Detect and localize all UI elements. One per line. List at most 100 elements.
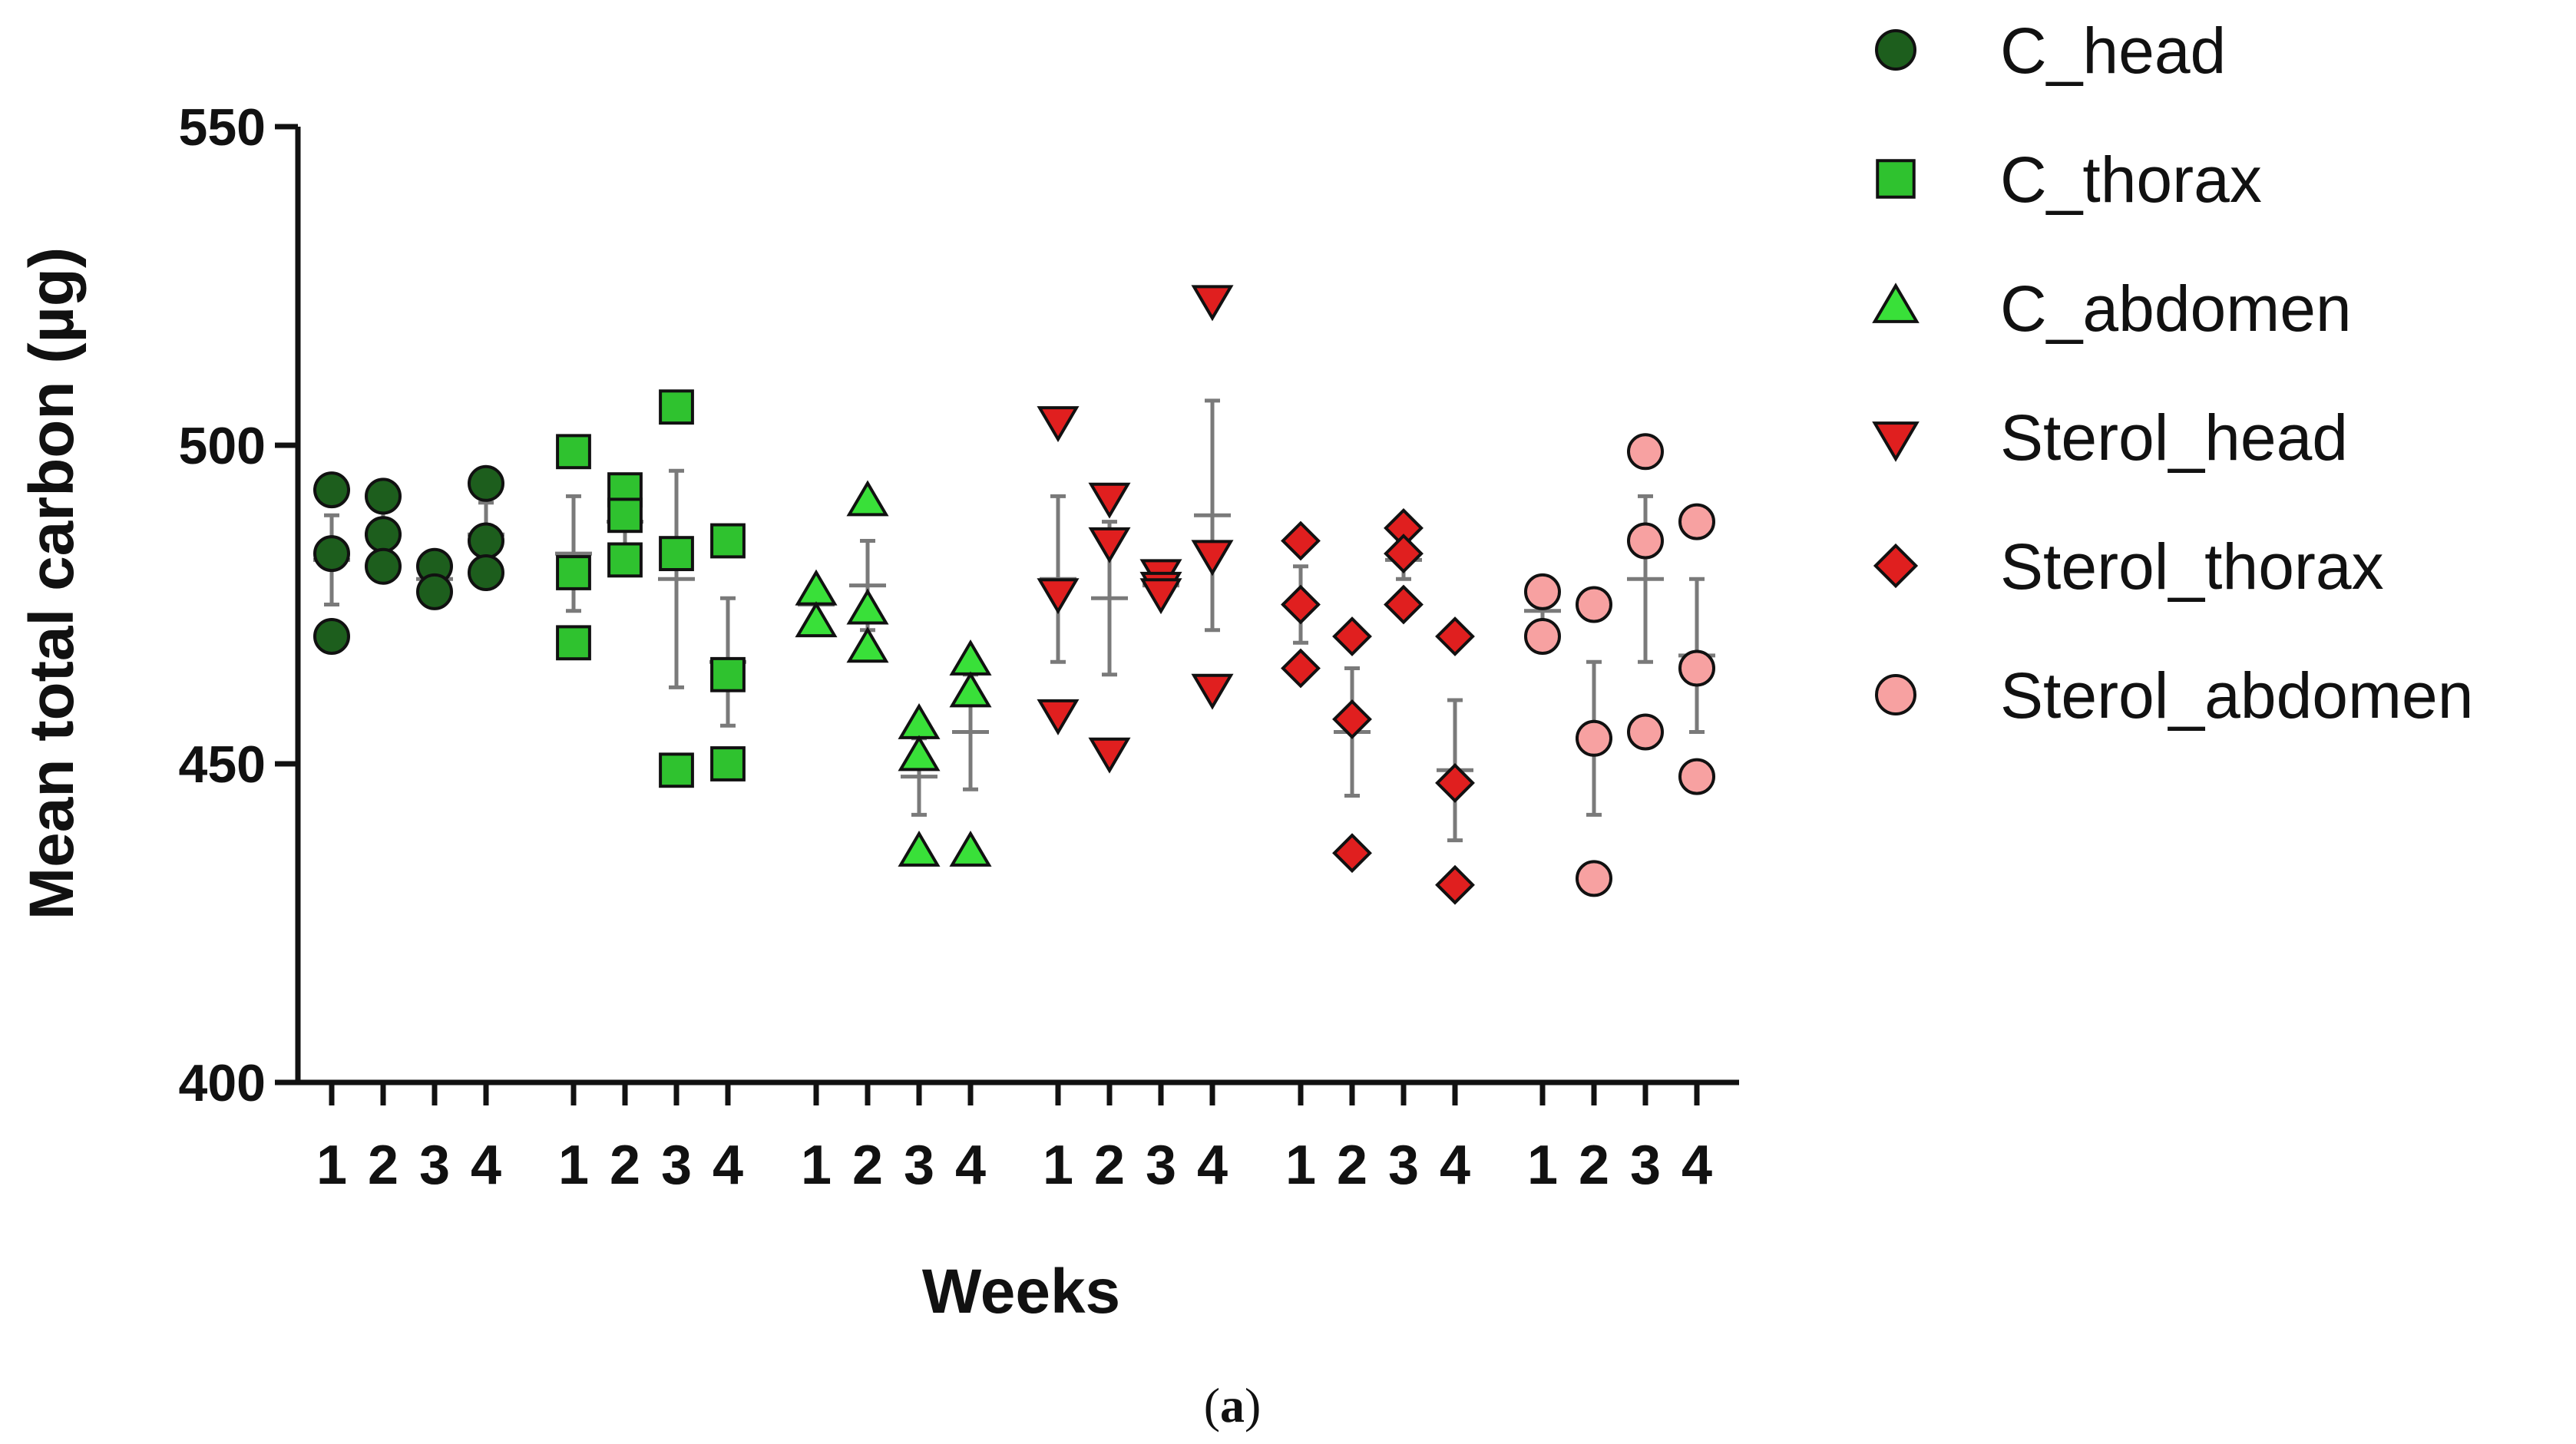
data-point xyxy=(1332,699,1372,739)
data-point xyxy=(468,464,504,502)
data-point xyxy=(1037,578,1080,615)
y-tick-label: 500 xyxy=(179,417,266,475)
legend-marker xyxy=(1876,159,1916,199)
x-tick-label: 3 xyxy=(419,1135,450,1196)
legend-label: C_head xyxy=(2000,15,2226,87)
data-point xyxy=(1576,586,1612,623)
legend-label: C_thorax xyxy=(2000,144,2262,216)
data-point xyxy=(1191,540,1234,577)
x-tick-label: 3 xyxy=(904,1135,934,1196)
data-point xyxy=(1281,584,1321,625)
data-point xyxy=(846,480,889,517)
data-point xyxy=(1576,719,1612,757)
data-point xyxy=(1678,758,1715,795)
data-point xyxy=(1037,406,1080,443)
data-point xyxy=(416,573,453,610)
data-point xyxy=(556,625,591,661)
data-point xyxy=(1332,616,1372,656)
data-point xyxy=(659,389,694,425)
data-point xyxy=(607,497,643,534)
data-point xyxy=(556,434,591,470)
legend: C_head C_thorax C_abdomen Sterol_head Sterol… xyxy=(1872,15,2473,732)
data-point xyxy=(365,547,402,585)
legend-label: Sterol_thorax xyxy=(2000,530,2384,603)
data-point xyxy=(1678,503,1715,540)
x-tick-label: 3 xyxy=(1146,1135,1176,1196)
legend-label: C_abdomen xyxy=(2000,273,2352,345)
legend-marker xyxy=(1875,674,1916,715)
data-point xyxy=(313,618,350,655)
x-tick-label: 3 xyxy=(1630,1135,1661,1196)
data-point xyxy=(1037,699,1080,735)
data-point xyxy=(1576,860,1612,897)
data-points xyxy=(313,285,1715,905)
data-point xyxy=(659,752,694,788)
data-point xyxy=(365,516,402,553)
x-tick-label: 4 xyxy=(1440,1135,1470,1196)
data-point xyxy=(898,830,941,867)
x-tick-label: 1 xyxy=(316,1135,347,1196)
data-point xyxy=(1627,522,1664,560)
legend-marker xyxy=(1872,421,1920,462)
y-tick-label: 400 xyxy=(179,1054,266,1112)
x-tick-label: 1 xyxy=(1527,1135,1558,1196)
x-tick-label: 4 xyxy=(713,1135,743,1196)
legend-label: Sterol_head xyxy=(2000,401,2348,474)
data-point xyxy=(1678,649,1715,687)
legend-label: Sterol_abdomen xyxy=(2000,659,2473,732)
y-tick-label: 450 xyxy=(179,735,266,794)
data-point xyxy=(1191,673,1234,710)
data-point xyxy=(607,542,643,578)
data-point xyxy=(949,671,992,708)
data-point xyxy=(468,522,504,560)
x-tick-label: 1 xyxy=(801,1135,832,1196)
data-point xyxy=(365,477,402,515)
x-tick-label: 1 xyxy=(558,1135,589,1196)
legend-marker xyxy=(1875,29,1916,71)
data-point xyxy=(710,523,746,559)
y-axis-ticks: 400 450 500 550 xyxy=(179,98,298,1112)
summary-bars xyxy=(313,398,1715,843)
data-point xyxy=(1088,737,1131,774)
data-point xyxy=(898,735,941,772)
data-point xyxy=(1524,573,1561,610)
data-point xyxy=(1384,584,1424,625)
data-point xyxy=(1088,527,1131,563)
x-axis-title: Weeks xyxy=(922,1257,1120,1327)
data-point xyxy=(1088,482,1131,519)
y-axis-title: Mean total carbon (µg) xyxy=(17,247,87,920)
y-tick-label: 550 xyxy=(179,98,266,157)
x-tick-label: 4 xyxy=(955,1135,986,1196)
data-point xyxy=(949,830,992,867)
x-tick-label: 4 xyxy=(471,1135,501,1196)
x-tick-label: 2 xyxy=(368,1135,398,1196)
x-tick-label: 2 xyxy=(852,1135,883,1196)
axes xyxy=(295,127,1739,1085)
data-point xyxy=(949,639,992,676)
data-point xyxy=(795,569,838,606)
data-point xyxy=(1281,648,1321,689)
x-tick-label: 2 xyxy=(1337,1135,1367,1196)
x-tick-label: 1 xyxy=(1043,1135,1073,1196)
data-point xyxy=(313,471,350,509)
x-tick-label: 2 xyxy=(1579,1135,1609,1196)
legend-marker xyxy=(1873,543,1919,589)
x-tick-label: 2 xyxy=(1094,1135,1125,1196)
figure-caption: (a) xyxy=(1204,1378,1262,1432)
data-point xyxy=(556,555,591,590)
data-point xyxy=(1627,433,1664,471)
data-point xyxy=(1191,285,1234,322)
data-point xyxy=(898,702,941,739)
data-point xyxy=(1627,713,1664,751)
data-point xyxy=(1281,520,1321,561)
data-point xyxy=(1435,762,1475,803)
data-point xyxy=(1524,618,1561,655)
data-point xyxy=(1435,864,1475,905)
data-point xyxy=(1332,833,1372,874)
data-point xyxy=(313,535,350,573)
data-point xyxy=(1384,534,1424,574)
data-point xyxy=(710,656,746,692)
x-tick-label: 4 xyxy=(1197,1135,1228,1196)
